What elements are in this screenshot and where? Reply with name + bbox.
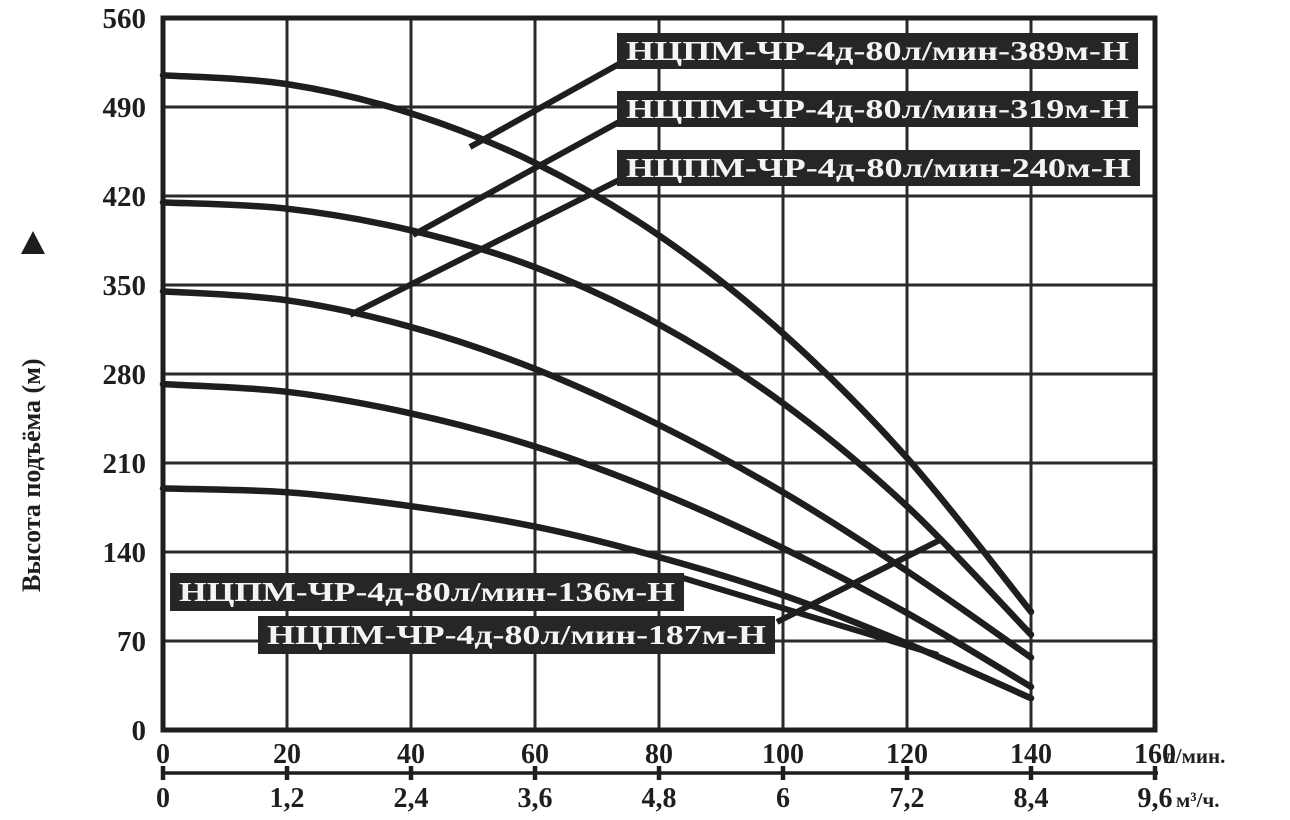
y-tick-label: 420	[103, 181, 147, 213]
x-tick-label-lmin: 80	[645, 739, 673, 770]
x-tick-label-lmin: 20	[273, 739, 301, 770]
y-axis-arrow-icon	[21, 231, 45, 254]
x-axis-unit-m3h: м³/ч.	[1176, 788, 1220, 812]
x-tick-label-m3h: 9,6	[1138, 783, 1173, 814]
leader-line	[775, 537, 942, 625]
series-label-box	[258, 616, 775, 654]
plot-border	[160, 15, 1158, 733]
y-tick-label: 280	[103, 359, 147, 391]
x-axis-unit-lmin: л/мин.	[1164, 744, 1225, 768]
x-tick-label-lmin: 40	[397, 739, 425, 770]
x-tick-label-m3h: 1,2	[270, 783, 305, 814]
series-label: НЦПМ-ЧР-4д-80л/мин-136м-Н	[179, 577, 675, 607]
series-label: НЦПМ-ЧР-4д-80л/мин-187м-Н	[267, 620, 766, 650]
series-label-boxes-layer: НЦПМ-ЧР-4д-80л/мин-389м-Н НЦПМ-ЧР-4д-80л/…	[170, 33, 1140, 654]
leader-line	[411, 119, 621, 238]
x-tick-label-m3h: 2,4	[394, 783, 429, 814]
x-tick-label-m3h: 3,6	[518, 783, 553, 814]
leader-lines-layer	[348, 61, 942, 658]
x-tick-label-lmin: 160	[1134, 739, 1176, 770]
series-label-box	[617, 150, 1140, 186]
y-axis-title: Высота подъёма (м)	[17, 358, 46, 592]
series-label: НЦПМ-ЧР-4д-80л/мин-319м-Н	[626, 94, 1129, 124]
curve-НЦПМ-ЧР-4д-80л/мин-389м-Н	[159, 71, 1035, 616]
x-tick-label-lmin: 100	[762, 739, 804, 770]
x-tick-label-lmin: 140	[1010, 739, 1052, 770]
curve-НЦПМ-ЧР-4д-80л/мин-240м-Н	[159, 288, 1035, 661]
y-tick-label: 140	[103, 537, 147, 569]
series-label: НЦПМ-ЧР-4д-80л/мин-389м-Н	[626, 36, 1129, 66]
y-tick-label: 0	[132, 715, 147, 747]
series-label-box	[617, 33, 1138, 69]
series-label-box	[170, 573, 684, 611]
leader-line	[348, 177, 621, 318]
curves-layer	[159, 71, 1035, 702]
y-tick-label: 560	[103, 3, 147, 35]
x-tick-label-m3h: 0	[156, 783, 170, 814]
leader-line	[468, 61, 621, 150]
leader-line	[682, 575, 939, 658]
x-tick-label-lmin: 120	[886, 739, 928, 770]
x-tick-label-m3h: 4,8	[642, 783, 677, 814]
x-tick-label-lmin: 60	[521, 739, 549, 770]
x-tick-label-m3h: 8,4	[1014, 783, 1049, 814]
curve-НЦПМ-ЧР-4д-80л/мин-136м-Н	[159, 485, 1035, 702]
series-label: НЦПМ-ЧР-4д-80л/мин-240м-Н	[626, 153, 1131, 183]
x-tick-label-lmin: 0	[156, 739, 170, 770]
series-label-box	[617, 91, 1138, 127]
x-tick-label-m3h: 7,2	[890, 783, 925, 814]
y-tick-label: 490	[103, 92, 147, 124]
x-tick-label-m3h: 6	[776, 783, 790, 814]
y-tick-label: 350	[103, 270, 147, 302]
curve-НЦПМ-ЧР-4д-80л/мин-319м-Н	[159, 199, 1035, 638]
y-tick-label: 210	[103, 448, 147, 480]
y-tick-label: 70	[117, 626, 146, 658]
curve-НЦПМ-ЧР-4д-80л/мин-187м-Н	[159, 380, 1035, 691]
